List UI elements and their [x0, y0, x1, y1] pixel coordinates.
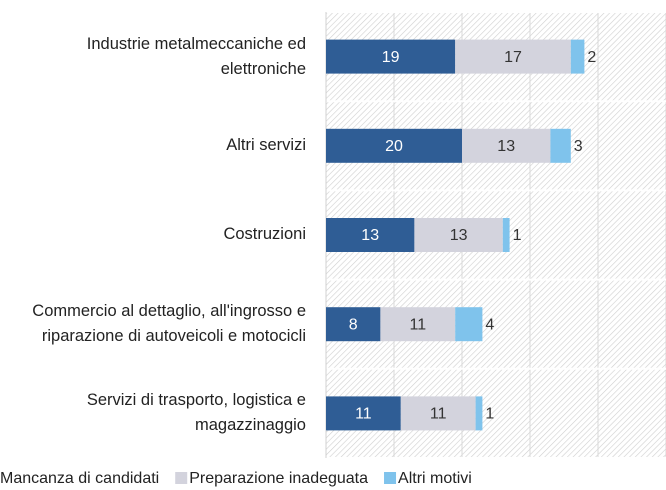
data-label: 8	[349, 316, 358, 333]
y-tick-label: Altri servizi	[226, 136, 306, 155]
bar-segment	[326, 128, 462, 163]
y-tick-label: Industrie metalmeccaniche ed elettronich…	[86, 34, 306, 78]
data-label: 11	[409, 316, 426, 333]
bar-segment	[414, 218, 503, 252]
data-label: 1	[513, 227, 522, 244]
bar-segment	[326, 307, 381, 342]
y-tick-label: Commercio al dettaglio, all'ingrosso e r…	[32, 302, 306, 346]
bar-segment	[326, 396, 401, 431]
bar-segment	[462, 128, 551, 163]
data-label: 3	[574, 138, 583, 155]
data-label: 1	[485, 406, 494, 423]
data-label: 13	[361, 227, 379, 244]
legend-label: Preparazione inadeguata	[189, 470, 368, 487]
data-label: 13	[450, 227, 468, 244]
legend-label: Altri motivi	[398, 470, 472, 487]
y-tick-label: Costruzioni	[223, 225, 306, 244]
bar-segment	[502, 218, 510, 252]
data-label: 13	[497, 138, 515, 155]
bar-segment	[326, 218, 415, 252]
data-label: 4	[485, 316, 494, 333]
bar-segment	[550, 128, 571, 163]
data-label: 19	[382, 49, 400, 66]
data-label: 2	[587, 49, 596, 66]
bar-segment	[380, 307, 456, 342]
bar-segment	[475, 396, 483, 431]
bar-segment	[570, 39, 585, 74]
bar-segment	[400, 396, 476, 431]
data-label: 17	[504, 49, 522, 66]
bar-segment	[455, 307, 483, 342]
bar-segment	[455, 39, 571, 74]
legend-swatch	[175, 472, 188, 484]
data-label: 11	[430, 406, 447, 423]
bar-segment	[326, 39, 456, 74]
legend-swatch	[384, 472, 397, 484]
y-tick-label: Servizi di trasporto, logistica e magazz…	[86, 391, 306, 435]
legend-label: Mancanza di candidati	[0, 470, 159, 487]
data-label: 11	[355, 406, 372, 423]
data-label: 20	[385, 138, 403, 155]
